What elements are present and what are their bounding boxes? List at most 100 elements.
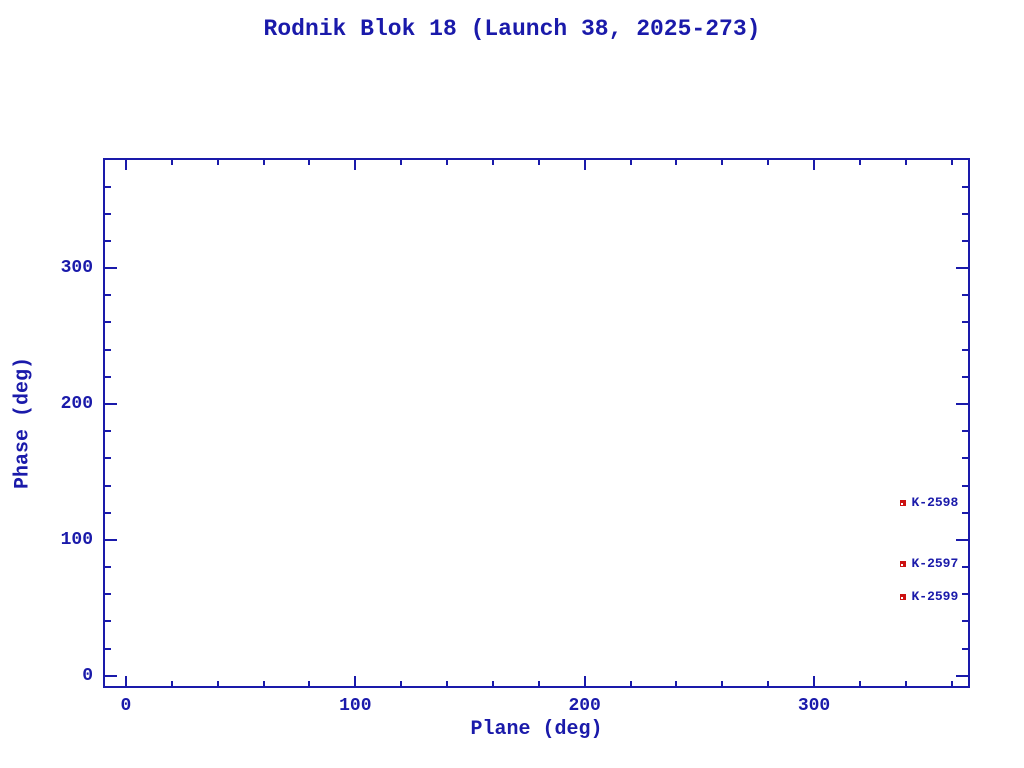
y-major-tick: [105, 674, 117, 677]
marker-dot: [901, 503, 904, 506]
x-minor-tick: [904, 681, 907, 686]
y-minor-tick: [105, 294, 111, 297]
x-minor-tick: [629, 681, 632, 686]
x-minor-tick: [308, 681, 311, 686]
x-major-tick: [354, 676, 357, 686]
x-minor-tick: [721, 681, 724, 686]
y-minor-tick: [105, 185, 111, 188]
x-minor-tick: [675, 160, 678, 165]
y-minor-tick: [962, 375, 968, 378]
y-minor-tick: [962, 647, 968, 650]
y-minor-tick: [962, 158, 968, 161]
y-minor-tick: [105, 158, 111, 161]
x-minor-tick: [400, 681, 403, 686]
x-major-tick: [124, 160, 127, 170]
y-minor-tick: [962, 212, 968, 215]
y-minor-tick: [962, 430, 968, 433]
x-minor-tick: [767, 160, 770, 165]
y-major-tick: [105, 267, 117, 270]
x-minor-tick: [767, 681, 770, 686]
y-minor-tick: [962, 566, 968, 569]
x-minor-tick: [721, 160, 724, 165]
y-major-tick: [105, 538, 117, 541]
marker-dot: [901, 596, 904, 599]
y-minor-tick: [105, 212, 111, 215]
x-minor-tick: [216, 681, 219, 686]
y-major-tick: [956, 267, 968, 270]
x-minor-tick: [537, 681, 540, 686]
y-minor-tick: [105, 511, 111, 514]
x-major-tick: [583, 160, 586, 170]
x-minor-tick: [262, 681, 265, 686]
chart-title: Rodnik Blok 18 (Launch 38, 2025-273): [263, 16, 761, 42]
y-minor-tick: [105, 484, 111, 487]
y-minor-tick: [962, 593, 968, 596]
y-minor-tick: [962, 294, 968, 297]
y-minor-tick: [962, 321, 968, 324]
x-minor-tick: [170, 681, 173, 686]
x-major-tick: [813, 676, 816, 686]
x-tick-label: 100: [339, 696, 372, 716]
y-tick-label: 100: [60, 529, 93, 550]
data-point-label: K-2597: [911, 556, 959, 572]
plot-area: 0 100 200 300 0 100 200 300 K-2598 K-2597 K-2599: [61, 158, 970, 716]
x-minor-tick: [170, 160, 173, 165]
y-minor-tick: [105, 321, 111, 324]
x-minor-tick: [858, 681, 861, 686]
x-minor-tick: [950, 681, 953, 686]
y-axis-label: Phase (deg): [11, 356, 35, 490]
y-minor-tick: [105, 375, 111, 378]
x-minor-tick: [216, 160, 219, 165]
x-minor-tick: [675, 681, 678, 686]
x-major-tick: [124, 676, 127, 686]
x-tick-label: 300: [797, 696, 831, 716]
axis-line-right: [968, 158, 970, 688]
x-minor-tick: [446, 160, 449, 165]
x-minor-tick: [629, 160, 632, 165]
y-tick-label: 200: [60, 393, 93, 414]
y-minor-tick: [962, 620, 968, 623]
x-minor-tick: [262, 160, 265, 165]
y-minor-tick: [962, 511, 968, 514]
data-point-label: K-2598: [911, 495, 959, 511]
x-minor-tick: [904, 160, 907, 165]
y-minor-tick: [105, 430, 111, 433]
y-minor-tick: [962, 239, 968, 242]
y-major-tick: [956, 674, 968, 677]
x-minor-tick: [446, 681, 449, 686]
y-minor-tick: [962, 457, 968, 460]
y-minor-tick: [105, 239, 111, 242]
x-tick-label: 0: [120, 696, 132, 716]
x-minor-tick: [308, 160, 311, 165]
y-minor-tick: [962, 348, 968, 351]
axis-line-bottom: [103, 686, 970, 688]
y-minor-tick: [105, 348, 111, 351]
y-major-tick: [956, 402, 968, 405]
data-point-marker: [900, 593, 907, 600]
y-minor-tick: [105, 647, 111, 650]
x-major-tick: [354, 160, 357, 170]
x-minor-tick: [537, 160, 540, 165]
y-tick-label: 0: [82, 665, 93, 686]
y-minor-tick: [105, 620, 111, 623]
x-tick-label: 200: [568, 696, 601, 716]
x-minor-tick: [400, 160, 403, 165]
y-tick-label: 300: [60, 258, 93, 279]
y-minor-tick: [105, 457, 111, 460]
y-minor-tick: [105, 566, 111, 569]
x-minor-tick: [491, 681, 494, 686]
x-minor-tick: [858, 160, 861, 165]
axis-line-left: [103, 158, 105, 688]
y-major-tick: [956, 538, 968, 541]
x-axis-label: Plane (deg): [470, 718, 603, 741]
y-minor-tick: [962, 484, 968, 487]
x-major-tick: [583, 676, 586, 686]
x-minor-tick: [491, 160, 494, 165]
y-major-tick: [105, 402, 117, 405]
data-point-marker: [900, 561, 907, 568]
y-minor-tick: [962, 185, 968, 188]
data-point-label: K-2599: [911, 588, 959, 604]
x-major-tick: [813, 160, 816, 170]
data-point-marker: [900, 500, 907, 507]
